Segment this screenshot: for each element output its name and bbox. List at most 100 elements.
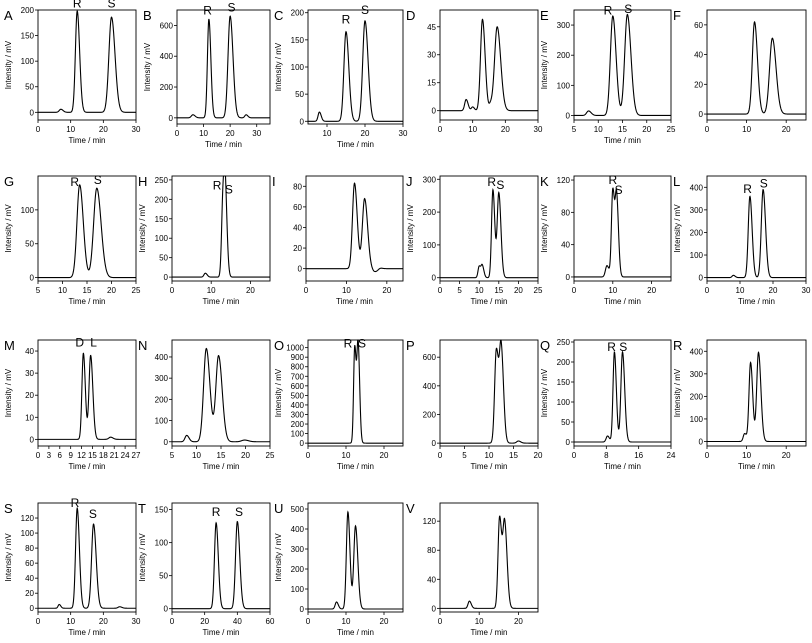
y-tick-label: 120 (423, 517, 437, 526)
x-tick-label: 10 (608, 286, 617, 295)
chromatogram-trace (574, 350, 671, 443)
peak-label: S (358, 337, 366, 351)
y-tick-label: 600 (291, 382, 305, 391)
peak-label: S (496, 178, 504, 192)
peak-label: R (342, 13, 351, 27)
y-tick-label: 80 (293, 182, 302, 191)
x-tick-label: 10 (475, 617, 484, 626)
x-tick-label: 10 (66, 617, 75, 626)
x-axis-title: Time / min (202, 462, 239, 471)
chart-panel-a: 0 10 20 30 0 50 100 150 200 Time / min Intensity /… (4, 0, 141, 145)
y-tick-label: 200 (155, 195, 169, 204)
y-tick-label: 0 (30, 435, 35, 444)
peak-label: S (760, 176, 768, 190)
y-tick-label: 100 (155, 539, 169, 548)
plot-frame (37, 502, 137, 613)
y-tick-label: 150 (557, 378, 571, 387)
x-tick-label: 10 (742, 451, 751, 460)
panel-letter: I (272, 174, 276, 189)
peak-label: R (487, 175, 496, 189)
x-tick-label: 25 (266, 451, 275, 460)
x-axis-title: Time / min (202, 628, 239, 637)
y-tick-label: 0 (164, 438, 169, 447)
panel-letter: O (274, 338, 284, 353)
peak-label: R (604, 4, 613, 18)
x-tick-label: 5 (36, 286, 41, 295)
y-tick-label: 100 (557, 398, 571, 407)
x-tick-label: 20 (380, 617, 389, 626)
x-tick-label: 20 (782, 451, 791, 460)
y-tick-label: 150 (291, 36, 305, 45)
x-tick-label: 10 (594, 125, 603, 134)
y-tick-label: 0 (566, 438, 571, 447)
x-axis-title: Time / min (68, 136, 105, 145)
y-tick-label: 200 (155, 395, 169, 404)
y-tick-label: 0 (169, 114, 174, 123)
x-tick-label: 8 (604, 451, 609, 460)
plot-frame (439, 339, 539, 447)
chromatogram-trace (38, 506, 136, 609)
x-axis-title: Time / min (68, 628, 105, 637)
plot-frame (307, 9, 404, 125)
y-tick-label: 400 (423, 382, 437, 391)
chart-panel-e: 5 10 15 20 25 0 100 200 300 Time / min Intensity /… (540, 2, 676, 145)
chromatogram-trace (440, 18, 538, 112)
chromatogram-trace (707, 351, 806, 443)
plot-frame (305, 175, 404, 282)
y-axis-title: Intensity / mV (138, 204, 147, 253)
y-tick-label: 150 (155, 215, 169, 224)
y-tick-label: 80 (25, 544, 34, 553)
chart-panel-v: 0 10 20 0 40 80 120 Time / min V (406, 501, 539, 637)
x-tick-label: 10 (66, 125, 75, 134)
y-axis-title: Intensity / mV (540, 40, 549, 89)
x-tick-label: 0 (304, 286, 309, 295)
peak-label: S (235, 505, 243, 519)
peak-label: S (619, 340, 627, 354)
x-tick-label: 0 (705, 125, 710, 134)
peak-label: S (89, 507, 97, 521)
peak-label: S (361, 3, 369, 17)
x-tick-label: 20 (647, 286, 656, 295)
x-tick-label: 20 (99, 125, 108, 134)
y-tick-label: 300 (690, 370, 704, 379)
chromatogram-trace (440, 339, 538, 444)
chart-panel-t: 0 20 40 60 0 50 100 150 Time / min Intensity / mV… (138, 501, 275, 637)
x-tick-label: 20 (246, 286, 255, 295)
y-tick-label: 500 (291, 391, 305, 400)
chart-panel-f: 0 10 20 0 20 40 60 F (673, 8, 807, 134)
x-tick-label: 15 (88, 451, 97, 460)
plot-frame (439, 9, 539, 121)
chromatogram-trace (440, 187, 538, 279)
chart-panel-q: 0 8 16 24 0 50 100 150 200 250 Time / min Intensity… (540, 338, 676, 471)
y-tick-label: 0 (432, 107, 437, 116)
y-tick-label: 400 (291, 401, 305, 410)
y-tick-label: 0 (300, 439, 305, 448)
y-tick-label: 0 (699, 437, 704, 446)
y-tick-label: 0 (566, 273, 571, 282)
x-tick-label: 0 (438, 125, 443, 134)
y-tick-label: 300 (690, 206, 704, 215)
y-tick-label: 400 (160, 52, 174, 61)
x-axis-title: Time / min (68, 297, 105, 306)
x-tick-label: 10 (199, 129, 208, 138)
plot-frame (573, 339, 672, 447)
x-tick-label: 0 (36, 617, 41, 626)
y-axis-title: Intensity / mV (274, 533, 283, 582)
x-tick-label: 0 (170, 617, 175, 626)
x-tick-label: 0 (705, 286, 710, 295)
x-axis-title: Time / min (470, 462, 507, 471)
y-tick-label: 150 (21, 32, 35, 41)
peak-label: L (90, 336, 97, 350)
x-tick-label: 15 (494, 286, 503, 295)
y-tick-label: 400 (690, 183, 704, 192)
y-tick-label: 50 (295, 90, 304, 99)
x-tick-label: 40 (233, 617, 242, 626)
x-tick-label: 20 (200, 617, 209, 626)
peak-label: S (107, 0, 115, 10)
y-axis-title: Intensity / mV (274, 368, 283, 417)
y-tick-label: 200 (291, 9, 305, 18)
y-tick-label: 300 (291, 545, 305, 554)
